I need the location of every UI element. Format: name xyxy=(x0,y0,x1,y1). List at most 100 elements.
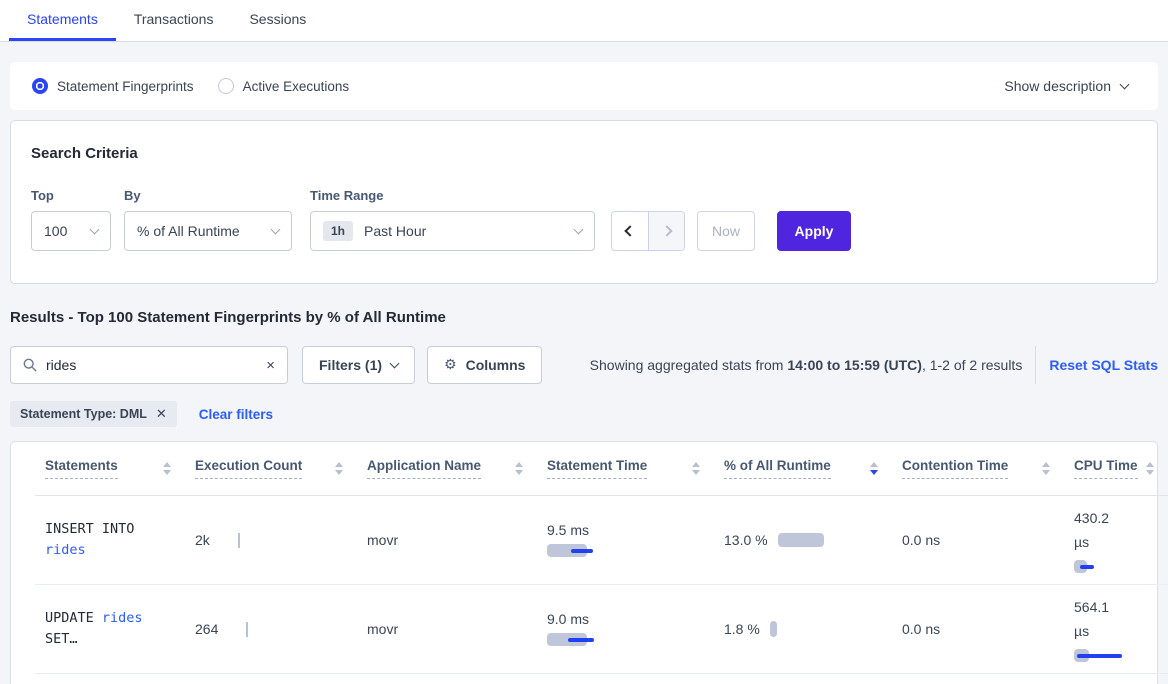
column-header-contention-time[interactable]: Contention Time xyxy=(892,442,1064,496)
showing-prefix: Showing aggregated stats from xyxy=(589,357,788,373)
statement-time-bar xyxy=(547,543,704,558)
cpu-time-cell: 564.1 µs xyxy=(1064,585,1168,674)
search-criteria-card: Search Criteria Top 100 By % of All Runt… xyxy=(10,120,1158,284)
sql-highlight: rides xyxy=(101,610,143,626)
time-range-select[interactable]: 1h Past Hour xyxy=(310,211,595,251)
column-label: Execution Count xyxy=(195,458,303,479)
by-select-value: % of All Runtime xyxy=(137,223,240,239)
column-label: Statement Time xyxy=(547,458,648,479)
results-toolbar: × Filters (1) ⚙ Columns Showing aggregat… xyxy=(10,346,1158,384)
radio-label: Statement Fingerprints xyxy=(57,78,194,94)
execution-count-value: 264 xyxy=(195,621,219,637)
sort-icon xyxy=(1042,462,1050,475)
contention-time-value: 0.0 ns xyxy=(902,532,941,548)
time-range-badge: 1h xyxy=(323,221,354,241)
contention-time-cell: 0.0 ns xyxy=(892,496,1064,585)
radio-label: Active Executions xyxy=(242,78,350,94)
column-header-application-name[interactable]: Application Name xyxy=(357,442,537,496)
cpu-time-bar xyxy=(1074,559,1158,574)
column-label: Contention Time xyxy=(902,458,1009,479)
filters-button[interactable]: Filters (1) xyxy=(302,346,416,384)
show-description-label: Show description xyxy=(1004,78,1111,94)
radio-active-executions[interactable]: Active Executions xyxy=(217,78,350,94)
application-name-value: movr xyxy=(367,532,399,548)
column-label: % of All Runtime xyxy=(724,458,831,479)
search-icon xyxy=(23,358,37,372)
top-field: Top 100 xyxy=(31,188,111,251)
contention-time-value: 0.0 ns xyxy=(902,621,941,637)
chevron-right-icon xyxy=(660,225,673,237)
cpu-time-cell: 430.2 µs xyxy=(1064,496,1168,585)
sql-text: INSERT INTO xyxy=(45,521,135,537)
top-label: Top xyxy=(31,188,54,203)
runtime-pct-value: 13.0 % xyxy=(724,532,768,548)
applied-filters-row: Statement Type: DML ✕ Clear filters xyxy=(10,401,1158,427)
top-select[interactable]: 100 xyxy=(31,211,111,251)
cpu-time-value: 430.2 µs xyxy=(1074,510,1110,550)
column-header-statement-time[interactable]: Statement Time xyxy=(537,442,714,496)
execution-count-cell: 264 xyxy=(185,585,357,674)
statement-time-cell: 9.0 ms xyxy=(537,585,714,674)
chevron-down-icon xyxy=(389,358,400,368)
runtime-pct-cell: 13.0 % xyxy=(714,496,892,585)
time-prev-button[interactable] xyxy=(612,212,648,250)
statement-fingerprint-link[interactable]: INSERT INTO rides xyxy=(45,519,134,561)
apply-button[interactable]: Apply xyxy=(777,211,851,251)
chevron-down-icon xyxy=(270,224,281,234)
column-header-statements[interactable]: Statements xyxy=(35,442,185,496)
search-input[interactable] xyxy=(46,357,258,373)
divider xyxy=(1035,346,1037,384)
columns-label: Columns xyxy=(465,357,526,373)
execution-count-bar xyxy=(246,621,249,637)
now-button[interactable]: Now xyxy=(697,211,755,251)
showing-stats-text: Showing aggregated stats from 14:00 to 1… xyxy=(590,357,1023,373)
showing-range: 14:00 to 15:59 (UTC) xyxy=(787,357,922,373)
runtime-pct-bar xyxy=(777,533,824,547)
runtime-pct-value: 1.8 % xyxy=(724,621,760,637)
time-next-button[interactable] xyxy=(648,212,684,250)
column-label: Application Name xyxy=(367,458,482,479)
clear-search-icon[interactable]: × xyxy=(266,356,275,374)
statements-table: Statements Execution Count Application N… xyxy=(35,442,1168,674)
statement-cell[interactable]: INSERT INTO rides xyxy=(35,496,185,585)
tab-sessions[interactable]: Sessions xyxy=(249,11,307,27)
time-range-label: Time Range xyxy=(310,188,384,203)
execution-count-bar xyxy=(237,532,240,548)
filter-chip-label: Statement Type: DML xyxy=(20,407,147,421)
radio-unselected-icon xyxy=(217,78,234,94)
show-description-toggle[interactable]: Show description xyxy=(1004,78,1136,94)
tab-transactions[interactable]: Transactions xyxy=(133,11,214,27)
column-header-runtime-pct[interactable]: % of All Runtime xyxy=(714,442,892,496)
statement-time-cell: 9.5 ms xyxy=(537,496,714,585)
tab-statements[interactable]: Statements xyxy=(9,0,116,41)
remove-filter-icon[interactable]: ✕ xyxy=(155,406,167,421)
by-select[interactable]: % of All Runtime xyxy=(124,211,292,251)
application-name-cell: movr xyxy=(357,496,537,585)
chevron-down-icon xyxy=(1119,79,1130,89)
application-name-value: movr xyxy=(367,621,399,637)
radio-statement-fingerprints[interactable]: Statement Fingerprints xyxy=(32,78,194,94)
contention-time-cell: 0.0 ns xyxy=(892,585,1064,674)
reset-sql-stats-link[interactable]: Reset SQL Stats xyxy=(1049,357,1158,373)
search-input-wrap: × xyxy=(10,346,288,384)
sql-text: SET… xyxy=(45,631,78,647)
time-range-value: Past Hour xyxy=(364,223,427,239)
view-toggle-card: Statement Fingerprints Active Executions… xyxy=(10,62,1158,110)
sort-icon xyxy=(515,462,523,475)
radio-selected-icon xyxy=(32,78,48,94)
chevron-down-icon xyxy=(573,224,584,234)
column-label: Statements xyxy=(45,458,118,479)
runtime-pct-cell: 1.8 % xyxy=(714,585,892,674)
statement-cell[interactable]: UPDATE rides SET… xyxy=(35,585,185,674)
column-header-execution-count[interactable]: Execution Count xyxy=(185,442,357,496)
sort-icon xyxy=(163,462,171,475)
sort-icon-active-desc xyxy=(870,462,878,475)
by-field: By % of All Runtime xyxy=(124,188,292,251)
filter-chip-statement-type[interactable]: Statement Type: DML ✕ xyxy=(10,401,177,427)
columns-button[interactable]: ⚙ Columns xyxy=(427,346,543,384)
column-header-cpu-time[interactable]: CPU Time xyxy=(1064,442,1168,496)
statement-fingerprint-link[interactable]: UPDATE rides SET… xyxy=(45,608,143,650)
search-criteria-title: Search Criteria xyxy=(31,145,138,162)
clear-filters-link[interactable]: Clear filters xyxy=(198,406,274,422)
page-tabs: Statements Transactions Sessions xyxy=(0,0,1168,42)
